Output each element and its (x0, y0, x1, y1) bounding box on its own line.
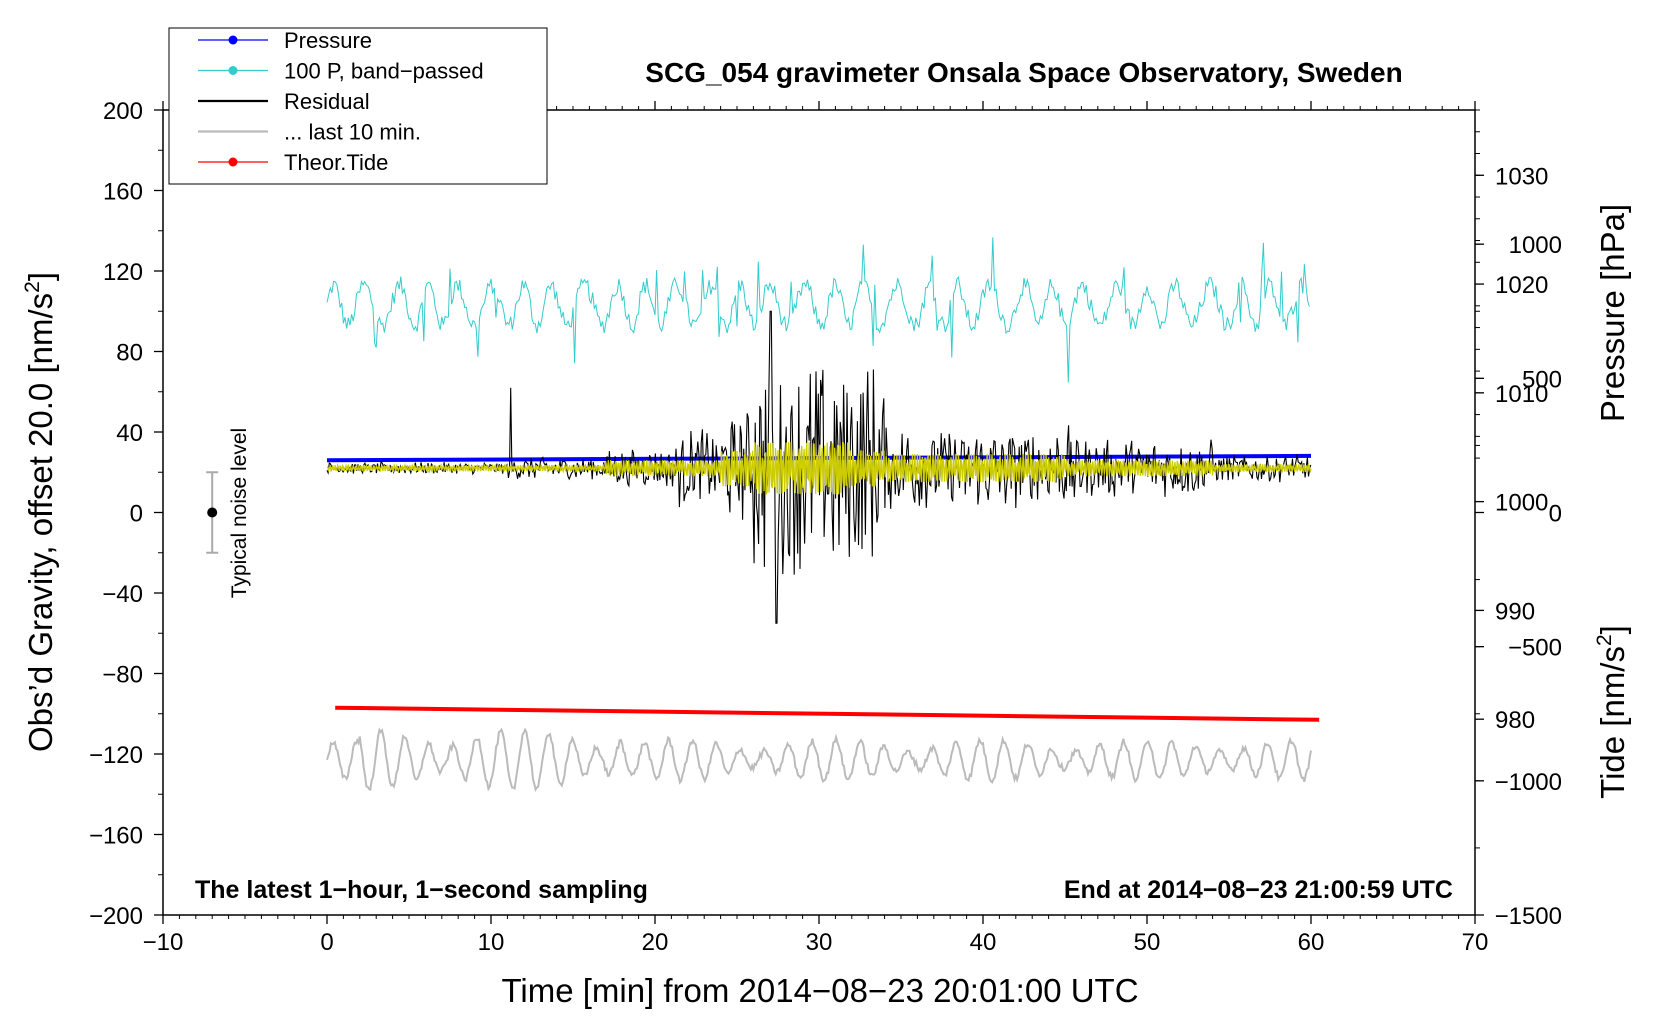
tide-tick-label: −1500 (1495, 903, 1562, 930)
tide-axis-label: Tide [nm/s2] (1593, 625, 1631, 799)
series-layer (326, 237, 1320, 792)
noise-bar (206, 471, 219, 554)
tide-tick-label: 1000 (1509, 232, 1562, 259)
pressure-tick-label: 990 (1495, 598, 1535, 625)
pressure-axis-label: Pressure [hPa] (1594, 204, 1631, 422)
legend-label: ... last 10 min. (284, 120, 421, 145)
annotation-end-time: End at 2014−08−23 21:00:59 UTC (1064, 876, 1453, 904)
legend-marker (228, 35, 238, 45)
y-axis-label: Obs’d Gravity, offset 20.0 [nm/s2] (21, 272, 59, 752)
legend: Pressure 100 P, band−passed Residual ... la… (168, 27, 548, 185)
y-tick-label: 160 (103, 179, 143, 206)
y-tick-label: −120 (89, 742, 143, 769)
series-last-10-min (326, 727, 1312, 792)
y-tick-label: 80 (116, 340, 143, 367)
x-tick-label: −10 (143, 929, 184, 956)
annotation-sampling: The latest 1−hour, 1−second sampling (195, 876, 648, 904)
y-axis-label-sup: 2 (21, 281, 44, 293)
x-axis-ticks: −10 0 10 20 30 40 50 60 70 (143, 101, 1489, 956)
chart-title: SCG_054 gravimeter Onsala Space Observat… (645, 57, 1402, 88)
legend-label: Theor.Tide (284, 150, 388, 175)
pressure-tick-label: 980 (1495, 707, 1535, 734)
legend-label: Pressure (284, 28, 372, 53)
tide-tick-label: −500 (1508, 635, 1562, 662)
series-residual-filtered (326, 442, 1312, 495)
y-tick-label: −200 (89, 903, 143, 930)
y-tick-label: −40 (102, 581, 143, 608)
y-tick-label: 40 (116, 420, 143, 447)
tide-axis-label-sup: 2 (1593, 634, 1616, 646)
x-tick-label: 50 (1134, 929, 1161, 956)
x-tick-label: 30 (806, 929, 833, 956)
pressure-tick-label: 1010 (1495, 381, 1548, 408)
y-axis-label-end: ] (22, 272, 59, 281)
tide-axis-label-main: Tide [nm/s (1594, 646, 1631, 799)
plot-frame (162, 109, 1476, 916)
x-tick-label: 10 (478, 929, 505, 956)
y-axis-label-main: Obs’d Gravity, offset 20.0 [nm/s (22, 293, 59, 752)
x-tick-label: 40 (970, 929, 997, 956)
y-tick-label: 0 (130, 501, 143, 528)
series-residual (326, 310, 1312, 624)
tide-tick-label: −1000 (1495, 769, 1562, 796)
legend-label: Residual (284, 89, 370, 114)
y-tick-label: 200 (103, 98, 143, 125)
x-tick-label: 70 (1462, 929, 1489, 956)
series-bandpassed-pressure (326, 237, 1310, 383)
y-axis-ticks: −200 −160 −120 −80 −40 0 40 80 120 160 200 (89, 98, 163, 930)
y-tick-label: −160 (89, 823, 143, 850)
tide-axis-ticks: −1500 −1000 −500 0 500 1000 (1475, 232, 1562, 930)
pressure-tick-label: 1000 (1495, 490, 1548, 517)
y-tick-label: 120 (103, 259, 143, 286)
tide-tick-label: 0 (1549, 501, 1562, 528)
x-axis-label: Time [min] from 2014−08−23 20:01:00 UTC (501, 972, 1138, 1009)
pressure-tick-label: 1020 (1495, 272, 1548, 299)
x-tick-label: 60 (1298, 929, 1325, 956)
legend-marker (228, 66, 238, 75)
x-tick-label: 20 (642, 929, 669, 956)
legend-items: Pressure 100 P, band−passed Residual ... la… (198, 28, 484, 175)
y-tick-label: −80 (102, 662, 143, 689)
pressure-tick-label: 1030 (1495, 163, 1548, 190)
tide-axis-label-end: ] (1594, 625, 1631, 634)
x-tick-label: 0 (320, 929, 333, 956)
legend-marker (228, 157, 238, 167)
noise-label: Typical noise level (228, 428, 251, 598)
noise-bar-point (207, 507, 218, 518)
pressure-axis-ticks: 980 990 1000 1010 1020 1030 (1475, 109, 1548, 734)
legend-label: 100 P, band−passed (284, 59, 484, 84)
tide-tick-label: 500 (1522, 366, 1562, 393)
series-theor-tide (335, 705, 1320, 722)
